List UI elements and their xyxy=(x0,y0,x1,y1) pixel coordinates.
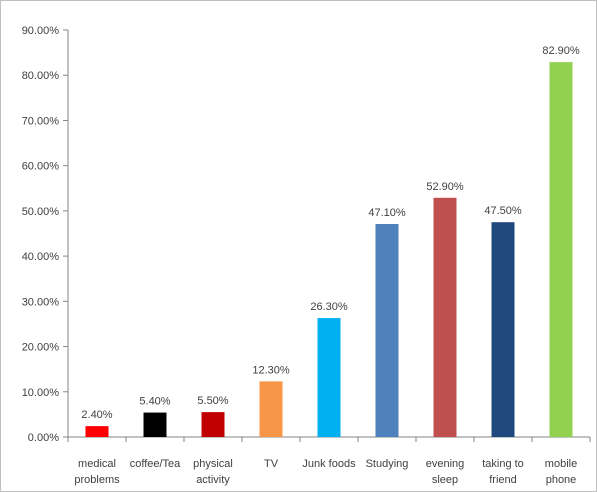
bar xyxy=(491,222,515,437)
bar xyxy=(317,318,341,437)
y-tick-label: 90.00% xyxy=(22,25,60,37)
x-tick-label: mobile phone xyxy=(545,458,577,486)
bar xyxy=(433,197,457,437)
x-tick-label: Studying xyxy=(366,458,409,470)
x-tick-label: evening sleep xyxy=(426,458,465,486)
bar xyxy=(85,426,109,437)
data-label: 47.10% xyxy=(368,207,406,219)
y-tick-label: 0.00% xyxy=(28,432,59,444)
bar xyxy=(143,412,167,437)
y-tick-label: 50.00% xyxy=(22,206,60,218)
data-label: 12.30% xyxy=(252,364,290,376)
data-label: 26.30% xyxy=(310,301,348,313)
x-tick-label: coffee/Tea xyxy=(130,458,181,470)
data-label: 47.50% xyxy=(484,205,522,217)
bar xyxy=(259,381,283,437)
bar xyxy=(375,224,399,437)
y-tick-label: 70.00% xyxy=(22,115,60,127)
y-tick-label: 80.00% xyxy=(22,70,60,82)
data-labels: 2.40% 5.40% 5.50% 12.30% 26.30% 47.10% 52.90% 4… xyxy=(81,45,579,421)
bar xyxy=(201,412,225,437)
y-tick-label: 30.00% xyxy=(22,296,60,308)
x-tick-label: taking to friend xyxy=(482,458,524,486)
data-label: 2.40% xyxy=(81,409,112,421)
data-label: 82.90% xyxy=(542,45,580,57)
y-tick-label: 20.00% xyxy=(22,342,60,354)
x-tick-label: medical problems xyxy=(74,458,120,486)
data-label: 5.40% xyxy=(139,396,170,408)
y-axis: 0.00% 10.00% 20.00% 30.00% 40.00% 50.00% 60.00… xyxy=(22,25,69,444)
y-tick-label: 60.00% xyxy=(22,161,60,173)
bars xyxy=(85,62,573,437)
y-tick-label: 10.00% xyxy=(22,387,60,399)
category-labels: medical problems coffee/Tea physical activit… xyxy=(74,458,577,486)
data-label: 5.50% xyxy=(197,395,228,407)
data-label: 52.90% xyxy=(426,181,464,193)
bar xyxy=(549,62,573,437)
y-tick-label: 40.00% xyxy=(22,251,60,263)
x-tick-label: Junk foods xyxy=(302,458,356,470)
x-tick-label: TV xyxy=(264,458,279,470)
x-tick-label: physical activity xyxy=(193,458,233,486)
